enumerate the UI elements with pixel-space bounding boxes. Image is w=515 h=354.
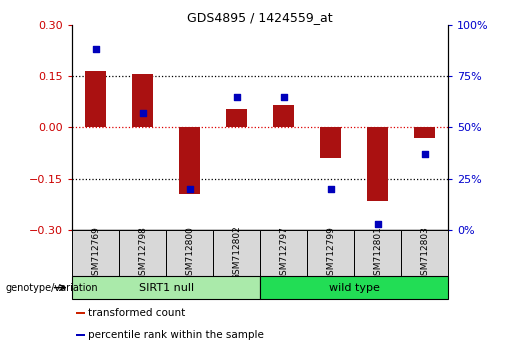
Bar <box>320 127 341 158</box>
Text: GSM712797: GSM712797 <box>279 225 288 281</box>
Bar <box>273 105 294 127</box>
Bar <box>260 276 448 299</box>
Text: SIRT1 null: SIRT1 null <box>139 282 194 293</box>
Text: GSM712801: GSM712801 <box>373 225 382 281</box>
Bar <box>72 230 119 276</box>
Text: GSM712798: GSM712798 <box>138 225 147 281</box>
Point <box>327 186 335 192</box>
Bar <box>414 127 435 138</box>
Point <box>232 94 241 99</box>
Bar <box>401 230 448 276</box>
Bar <box>307 230 354 276</box>
Point <box>420 151 428 157</box>
Text: GSM712799: GSM712799 <box>326 225 335 281</box>
Title: GDS4895 / 1424559_at: GDS4895 / 1424559_at <box>187 11 333 24</box>
Text: GSM712769: GSM712769 <box>91 225 100 281</box>
Bar <box>119 230 166 276</box>
Bar <box>213 230 260 276</box>
Text: GSM712800: GSM712800 <box>185 225 194 281</box>
Bar <box>260 230 307 276</box>
Bar <box>132 74 153 127</box>
Bar <box>226 109 247 127</box>
Text: percentile rank within the sample: percentile rank within the sample <box>88 330 264 340</box>
Text: transformed count: transformed count <box>88 308 185 318</box>
Bar <box>85 71 106 127</box>
Text: GSM712802: GSM712802 <box>232 226 241 280</box>
Bar <box>76 334 85 336</box>
Point <box>92 47 100 52</box>
Bar <box>179 127 200 194</box>
Bar <box>354 230 401 276</box>
Text: wild type: wild type <box>329 282 380 293</box>
Bar <box>367 127 388 201</box>
Bar <box>166 230 213 276</box>
Text: GSM712803: GSM712803 <box>420 225 429 281</box>
Bar <box>76 312 85 314</box>
Bar <box>72 276 260 299</box>
Point <box>139 110 147 116</box>
Point <box>185 186 194 192</box>
Text: genotype/variation: genotype/variation <box>5 282 98 293</box>
Point <box>373 221 382 227</box>
Point <box>280 94 288 99</box>
